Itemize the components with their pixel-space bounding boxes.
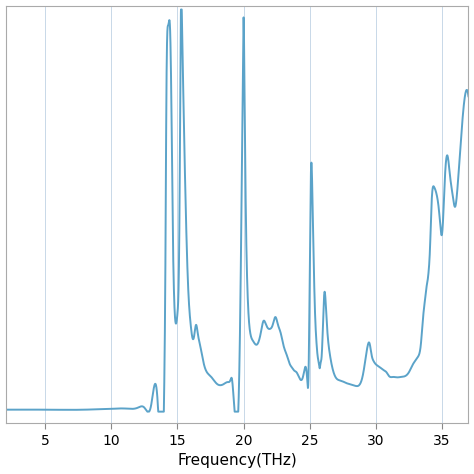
X-axis label: Frequency(THz): Frequency(THz) <box>177 454 297 468</box>
